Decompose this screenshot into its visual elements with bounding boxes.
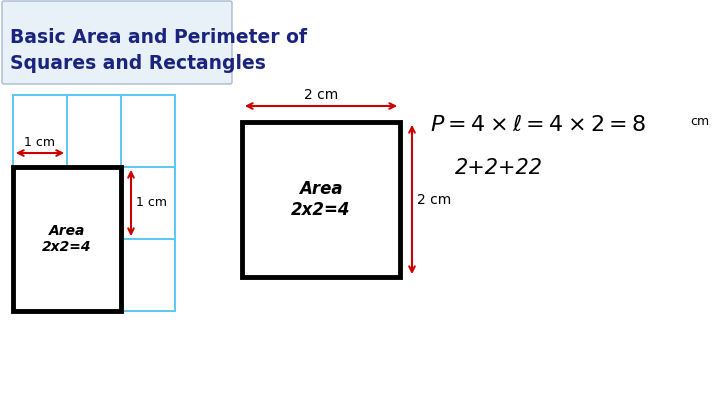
Text: 2+2+22: 2+2+22	[455, 158, 543, 178]
Text: 1 cm: 1 cm	[24, 136, 55, 149]
Text: Squares and Rectangles: Squares and Rectangles	[10, 54, 266, 73]
Bar	[242, 122, 400, 277]
Text: Area
2x2=4: Area 2x2=4	[42, 224, 91, 254]
Text: 2 cm: 2 cm	[417, 192, 451, 207]
Text: Area
2x2=4: Area 2x2=4	[292, 180, 351, 219]
Text: 1 cm: 1 cm	[136, 196, 167, 209]
Text: 2 cm: 2 cm	[304, 88, 338, 102]
Text: Basic Area and Perimeter of: Basic Area and Perimeter of	[10, 28, 307, 47]
Text: cm: cm	[690, 115, 709, 128]
FancyBboxPatch shape	[2, 1, 232, 84]
Bar	[13, 167, 121, 311]
Text: $P= 4\times\ell= 4\times 2=8$: $P= 4\times\ell= 4\times 2=8$	[430, 115, 647, 135]
